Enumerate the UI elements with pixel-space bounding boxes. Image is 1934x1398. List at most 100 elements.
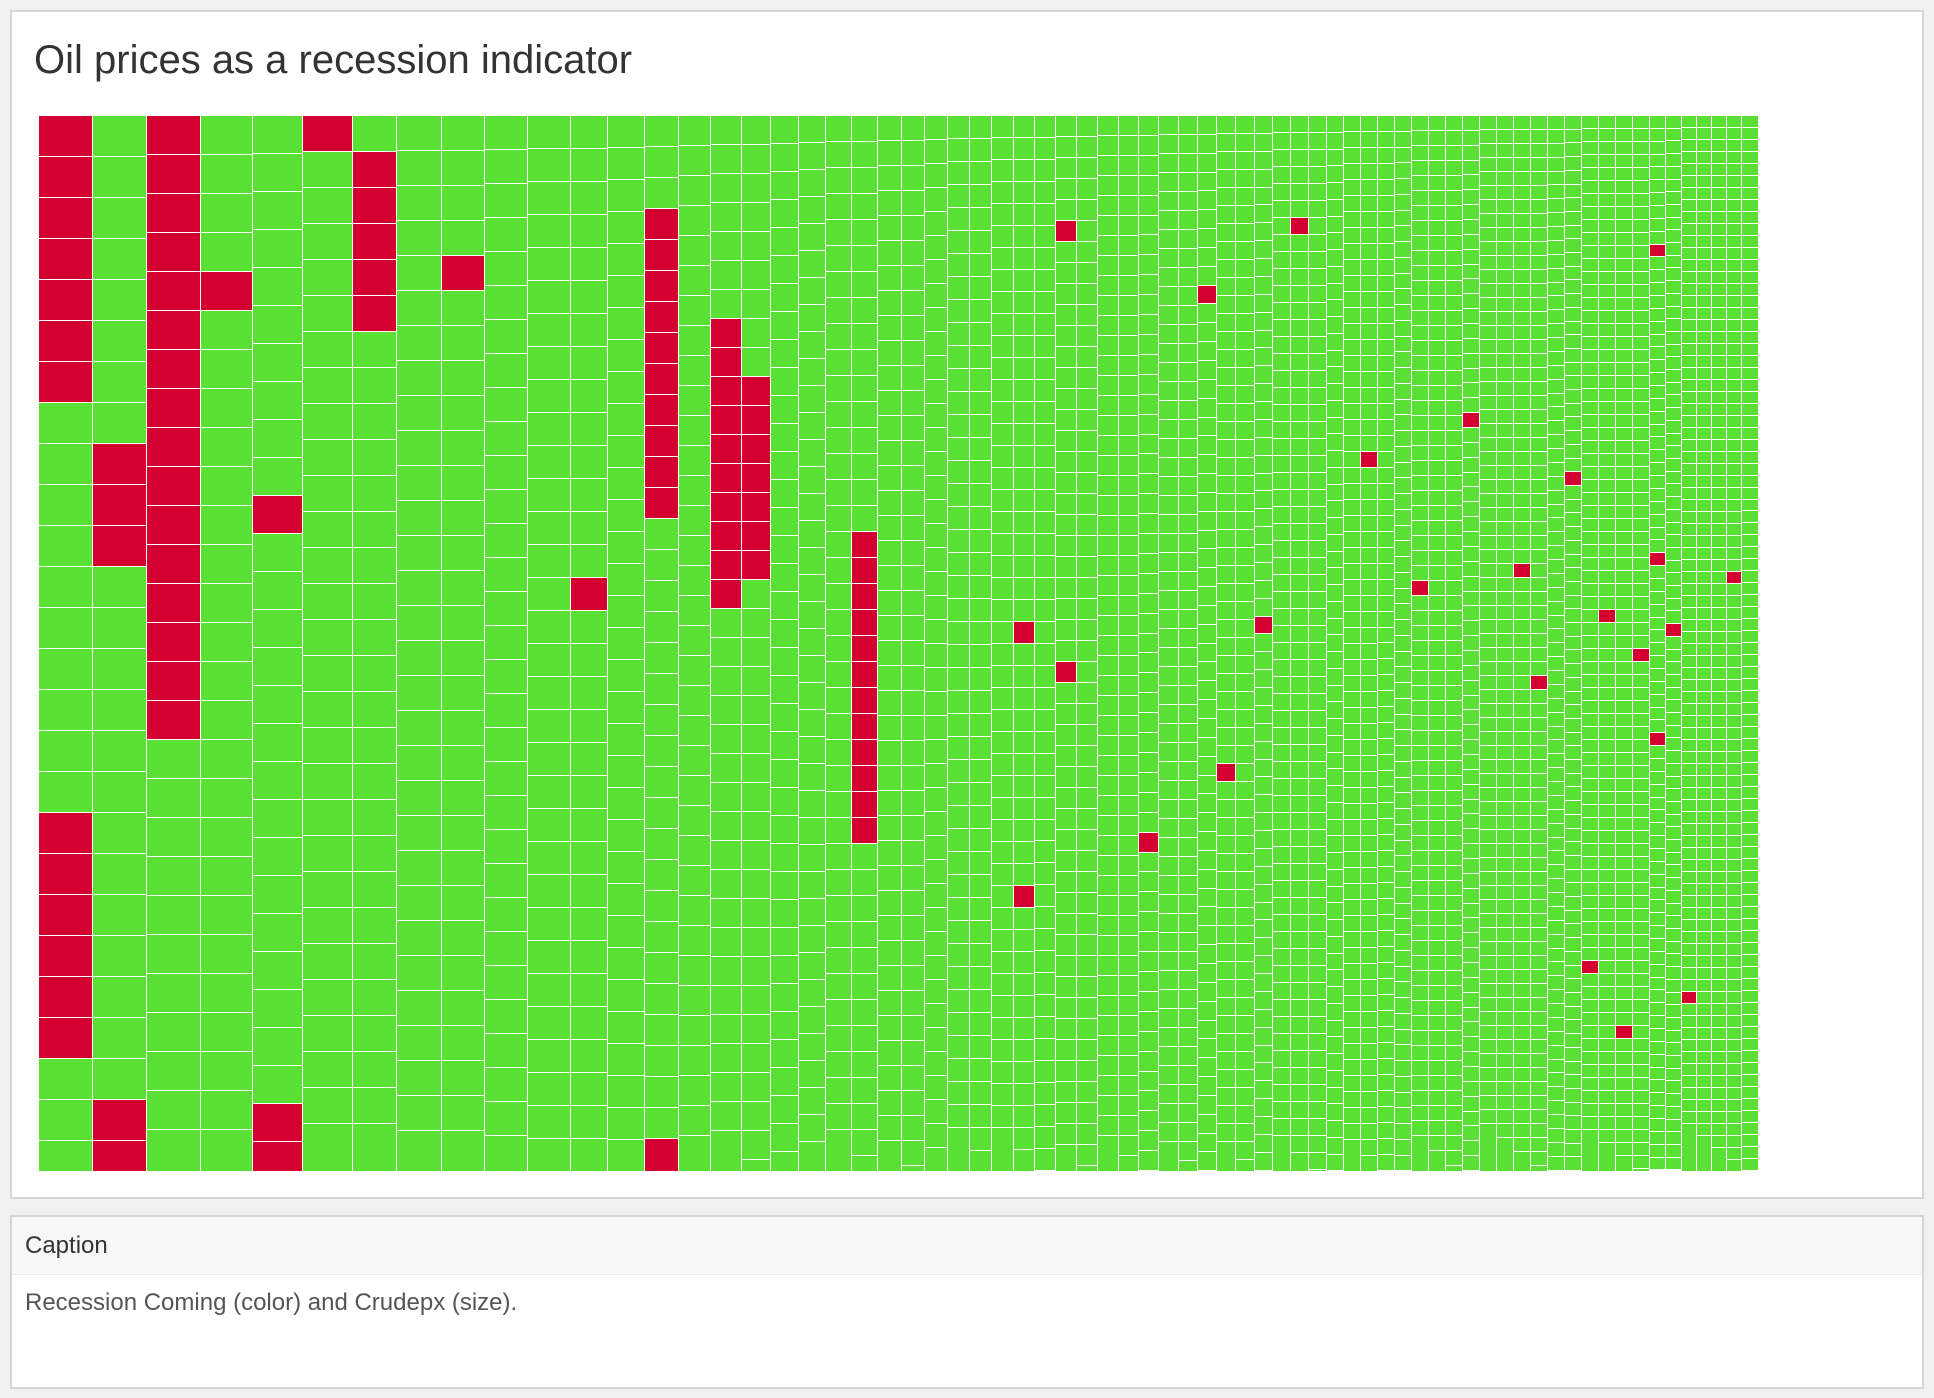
treemap-cell[interactable] bbox=[1139, 1031, 1159, 1052]
treemap-cell[interactable] bbox=[571, 941, 608, 974]
treemap-cell[interactable] bbox=[1035, 819, 1056, 842]
treemap-cell[interactable] bbox=[1742, 607, 1759, 620]
treemap-cell[interactable] bbox=[1742, 751, 1759, 764]
treemap-cell[interactable] bbox=[1712, 764, 1727, 776]
treemap-cell[interactable] bbox=[1565, 390, 1582, 404]
treemap-cell-recession[interactable] bbox=[1531, 676, 1548, 690]
treemap-cell[interactable] bbox=[1179, 876, 1198, 895]
treemap-cell[interactable] bbox=[1217, 980, 1236, 998]
treemap-cell[interactable] bbox=[1014, 424, 1035, 446]
treemap-cell[interactable] bbox=[902, 1041, 925, 1066]
treemap-cell[interactable] bbox=[1446, 446, 1463, 461]
treemap-cell[interactable] bbox=[1531, 872, 1548, 886]
treemap-cell[interactable] bbox=[1412, 896, 1429, 911]
treemap-cell[interactable] bbox=[1682, 416, 1697, 428]
treemap-cell[interactable] bbox=[1119, 296, 1139, 316]
treemap-cell[interactable] bbox=[1727, 248, 1742, 260]
treemap-cell[interactable] bbox=[1565, 760, 1582, 774]
treemap-cell[interactable] bbox=[1255, 527, 1273, 545]
treemap-cell[interactable] bbox=[1378, 131, 1395, 148]
treemap-cell[interactable] bbox=[1616, 610, 1633, 623]
treemap-cell[interactable] bbox=[1236, 638, 1255, 656]
treemap-cell[interactable] bbox=[1446, 791, 1463, 806]
treemap-cell[interactable] bbox=[1497, 676, 1514, 690]
treemap-cell[interactable] bbox=[1565, 499, 1582, 514]
treemap-cell[interactable] bbox=[1514, 1096, 1531, 1110]
treemap-cell[interactable] bbox=[799, 926, 826, 953]
treemap-cell[interactable] bbox=[1446, 416, 1463, 431]
treemap-cell[interactable] bbox=[1098, 856, 1119, 876]
treemap-cell[interactable] bbox=[1633, 493, 1650, 506]
treemap-cell[interactable] bbox=[1727, 812, 1742, 824]
treemap-cell[interactable] bbox=[1548, 865, 1565, 880]
treemap-cell[interactable] bbox=[1361, 308, 1378, 324]
treemap-cell[interactable] bbox=[878, 1116, 902, 1141]
treemap-cell[interactable] bbox=[1633, 389, 1650, 402]
treemap-cell[interactable] bbox=[1599, 896, 1616, 909]
treemap-cell[interactable] bbox=[1463, 858, 1480, 874]
treemap-cell[interactable] bbox=[608, 436, 645, 468]
treemap-cell[interactable] bbox=[925, 332, 948, 356]
treemap-cell[interactable] bbox=[1446, 686, 1463, 701]
treemap-cell[interactable] bbox=[679, 1046, 711, 1076]
treemap-cell[interactable] bbox=[1056, 137, 1077, 158]
treemap-cell[interactable] bbox=[1344, 388, 1361, 404]
treemap-cell[interactable] bbox=[1497, 452, 1514, 466]
treemap-cell[interactable] bbox=[1599, 493, 1616, 506]
treemap-cell[interactable] bbox=[1616, 194, 1633, 207]
treemap-cell-recession[interactable] bbox=[1599, 610, 1616, 623]
treemap-cell[interactable] bbox=[1682, 344, 1697, 356]
treemap-cell[interactable] bbox=[1463, 769, 1480, 785]
treemap-cell[interactable] bbox=[1727, 392, 1742, 404]
treemap-cell[interactable] bbox=[1309, 150, 1327, 167]
treemap-cell[interactable] bbox=[1463, 220, 1480, 235]
treemap-cell[interactable] bbox=[1616, 545, 1633, 558]
treemap-cell[interactable] bbox=[1446, 431, 1463, 446]
treemap-cell[interactable] bbox=[1395, 415, 1412, 431]
treemap-cell[interactable] bbox=[1650, 630, 1666, 644]
treemap-cell[interactable] bbox=[1497, 354, 1514, 368]
treemap-cell[interactable] bbox=[1119, 756, 1139, 776]
treemap-cell[interactable] bbox=[1697, 656, 1712, 668]
treemap-cell[interactable] bbox=[39, 1141, 93, 1172]
treemap-cell[interactable] bbox=[1077, 725, 1098, 746]
treemap-cell[interactable] bbox=[1599, 974, 1616, 987]
treemap-cell[interactable] bbox=[39, 485, 93, 526]
treemap-cell[interactable] bbox=[1429, 431, 1446, 446]
treemap-cell[interactable] bbox=[1309, 286, 1327, 303]
treemap-cell[interactable] bbox=[571, 1106, 608, 1139]
treemap-cell[interactable] bbox=[1497, 396, 1514, 410]
treemap-cell[interactable] bbox=[1395, 446, 1412, 463]
treemap-cell[interactable] bbox=[1273, 915, 1291, 932]
treemap-cell[interactable] bbox=[485, 932, 528, 966]
treemap-cell[interactable] bbox=[1697, 956, 1712, 968]
treemap-cell[interactable] bbox=[852, 844, 878, 870]
treemap-cell[interactable] bbox=[1742, 1158, 1759, 1171]
treemap-cell[interactable] bbox=[1236, 440, 1255, 458]
treemap-cell[interactable] bbox=[1395, 935, 1412, 951]
treemap-cell[interactable] bbox=[1361, 884, 1378, 900]
treemap-cell[interactable] bbox=[1666, 636, 1682, 650]
treemap-cell[interactable] bbox=[1291, 269, 1309, 286]
treemap-cell[interactable] bbox=[201, 311, 253, 350]
treemap-cell[interactable] bbox=[970, 1151, 992, 1172]
treemap-cell[interactable] bbox=[1697, 500, 1712, 512]
treemap-cell[interactable] bbox=[1446, 611, 1463, 626]
treemap-cell[interactable] bbox=[608, 788, 645, 820]
treemap-cell[interactable] bbox=[1727, 968, 1742, 980]
treemap-cell[interactable] bbox=[1514, 550, 1531, 564]
treemap-cell[interactable] bbox=[1697, 728, 1712, 740]
treemap-cell[interactable] bbox=[1712, 968, 1727, 980]
treemap-cell[interactable] bbox=[1077, 683, 1098, 704]
treemap-cell[interactable] bbox=[1236, 908, 1255, 926]
treemap-cell[interactable] bbox=[1697, 416, 1712, 428]
treemap-cell[interactable] bbox=[1255, 330, 1273, 349]
treemap-cell[interactable] bbox=[1198, 888, 1217, 908]
treemap-cell[interactable] bbox=[1616, 857, 1633, 870]
treemap-cell[interactable] bbox=[771, 116, 799, 144]
treemap-cell[interactable] bbox=[1291, 286, 1309, 303]
treemap-cell[interactable] bbox=[1429, 326, 1446, 341]
treemap-cell[interactable] bbox=[1255, 652, 1273, 671]
treemap-cell[interactable] bbox=[1098, 316, 1119, 336]
treemap-cell[interactable] bbox=[1682, 584, 1697, 596]
